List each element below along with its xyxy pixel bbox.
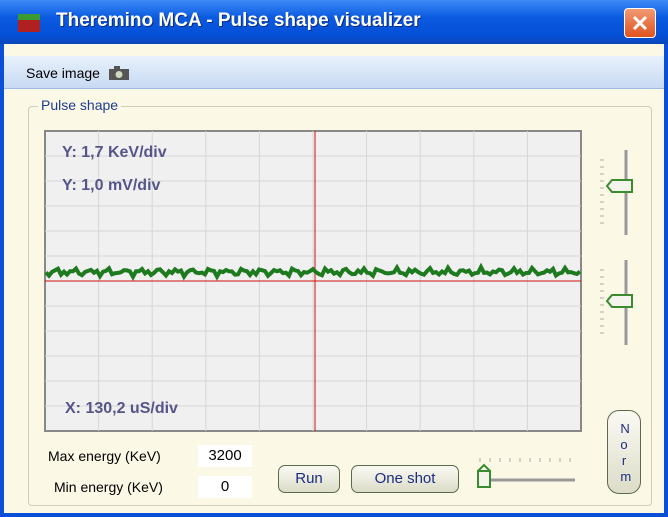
camera-icon [108, 66, 129, 80]
vertical-sliders[interactable] [596, 145, 646, 355]
max-energy-label: Max energy (KeV) [48, 448, 161, 464]
horizontal-slider[interactable] [470, 450, 580, 495]
norm-button[interactable]: Norm [607, 410, 641, 494]
group-label: Pulse shape [38, 97, 122, 113]
close-button[interactable] [624, 8, 656, 38]
norm-label: Norm [620, 421, 632, 484]
min-energy-input[interactable]: 0 [198, 476, 252, 498]
y-scale-label: Y: 1,7 KeV/div [62, 144, 167, 161]
run-button[interactable]: Run [278, 465, 340, 493]
window-title: Theremino MCA - Pulse shape visualizer [56, 10, 421, 31]
app-icon [18, 14, 40, 32]
pulse-trace [44, 262, 582, 281]
one-shot-button[interactable]: One shot [351, 465, 459, 493]
scope [44, 130, 582, 432]
group-box [28, 106, 652, 506]
min-energy-label: Min energy (KeV) [54, 479, 163, 495]
y-scale-label: Y: 1,0 mV/div [62, 177, 161, 194]
save-image-button[interactable]: Save image [26, 65, 130, 81]
save-label: Save image [26, 65, 100, 81]
max-energy-input[interactable]: 3200 [198, 445, 252, 467]
x-scale-label: X: 130,2 uS/div [65, 400, 178, 417]
title-bar [0, 0, 668, 44]
